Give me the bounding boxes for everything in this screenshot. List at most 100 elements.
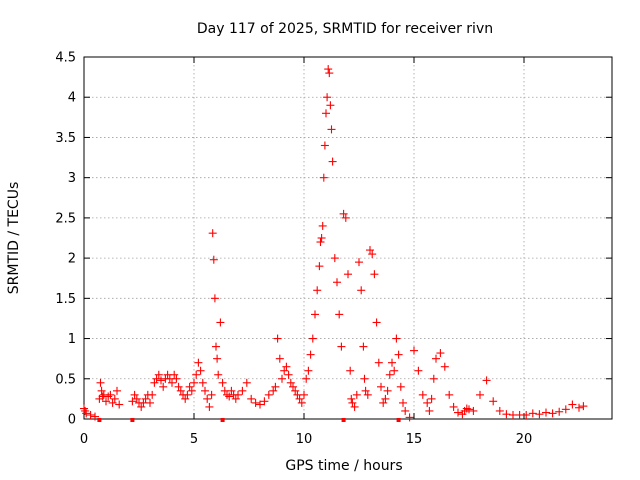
data-point [322,109,330,118]
data-point [445,390,454,399]
data-point [304,366,313,375]
data-point [414,366,423,375]
data-point [115,400,124,409]
y-axis-label: SRMTID / TECUs [6,182,22,295]
data-point [234,390,242,399]
data-point [82,409,91,418]
data-point [286,378,295,387]
data-point [377,382,385,391]
y-tick-labels: 0 0.5 1 1.5 2 2.5 3 3.5 4 4.5 [55,51,76,428]
data-point [278,374,286,383]
data-point [495,406,504,415]
data-point [113,386,121,395]
data-point [176,386,185,395]
data-point [350,402,359,411]
data-point [302,374,311,383]
data-point [542,408,550,417]
data-point [370,270,379,279]
data-point [152,374,161,383]
x-tick-label: 15 [406,432,423,447]
data-point [251,398,260,407]
data-point [137,402,146,411]
data-point [325,69,334,78]
y-tick-label: 3.5 [55,131,76,146]
data-point [357,286,366,295]
axis-marker [220,418,225,422]
data-point [280,366,289,375]
data-point [214,370,223,379]
data-point [315,262,324,271]
data-point [273,334,282,343]
data-point [308,334,317,343]
data-point [205,402,214,411]
data-point [469,406,478,415]
data-point [454,408,462,417]
data-point [548,409,557,418]
data-point [568,400,577,409]
data-point [396,382,405,391]
axis-marker [130,418,135,422]
data-point [170,370,179,379]
data-point [141,394,150,403]
data-point [187,386,196,395]
y-tick-label: 2 [68,252,76,267]
data-point [355,258,363,267]
data-point [383,386,392,395]
data-point [207,390,216,399]
data-point [150,378,159,387]
data-point [208,229,217,238]
y-tick-label: 0 [68,413,76,428]
data-point [168,378,176,387]
data-point [425,406,434,415]
data-point [106,390,115,399]
data-point [388,358,396,367]
data-point [227,386,236,395]
data-point [242,378,251,387]
data-point [203,394,212,403]
data-point [418,390,427,399]
data-point [374,358,383,367]
data-point [429,374,438,383]
data-point [330,254,339,263]
data-point [379,398,388,407]
chart-title: Day 117 of 2025, SRMTID for receiver riv… [197,21,493,37]
data-point [436,349,445,358]
data-point [264,390,273,399]
data-point [130,390,139,399]
data-point [108,398,117,407]
data-point [339,209,348,218]
data-point [423,398,432,407]
data-point [579,402,588,411]
data-point [502,410,511,419]
data-point [132,394,141,403]
y-tick-label: 1 [68,332,76,347]
data-point [561,405,570,414]
data-point [86,410,95,419]
data-point [297,398,306,407]
data-point [368,250,377,259]
data-point [410,346,418,355]
data-point [284,370,293,379]
data-point [194,358,203,367]
data-point [311,310,319,319]
y-tick-label: 3 [68,171,76,186]
data-point [522,410,531,419]
data-point [110,394,119,403]
data-point [183,390,192,399]
data-point [359,342,368,351]
axis-marker [396,418,401,422]
data-point [97,386,106,395]
data-point [323,93,332,102]
data-point [213,354,222,363]
data-point [231,394,240,403]
data-point [275,354,284,363]
data-points [80,65,588,422]
data-point [335,310,344,319]
data-point [348,398,357,407]
data-point [489,397,498,406]
data-point [344,270,352,279]
data-point [256,400,264,409]
x-tick-labels: 0 5 10 15 20 [80,432,532,447]
data-point [192,370,201,379]
data-point [209,255,218,264]
